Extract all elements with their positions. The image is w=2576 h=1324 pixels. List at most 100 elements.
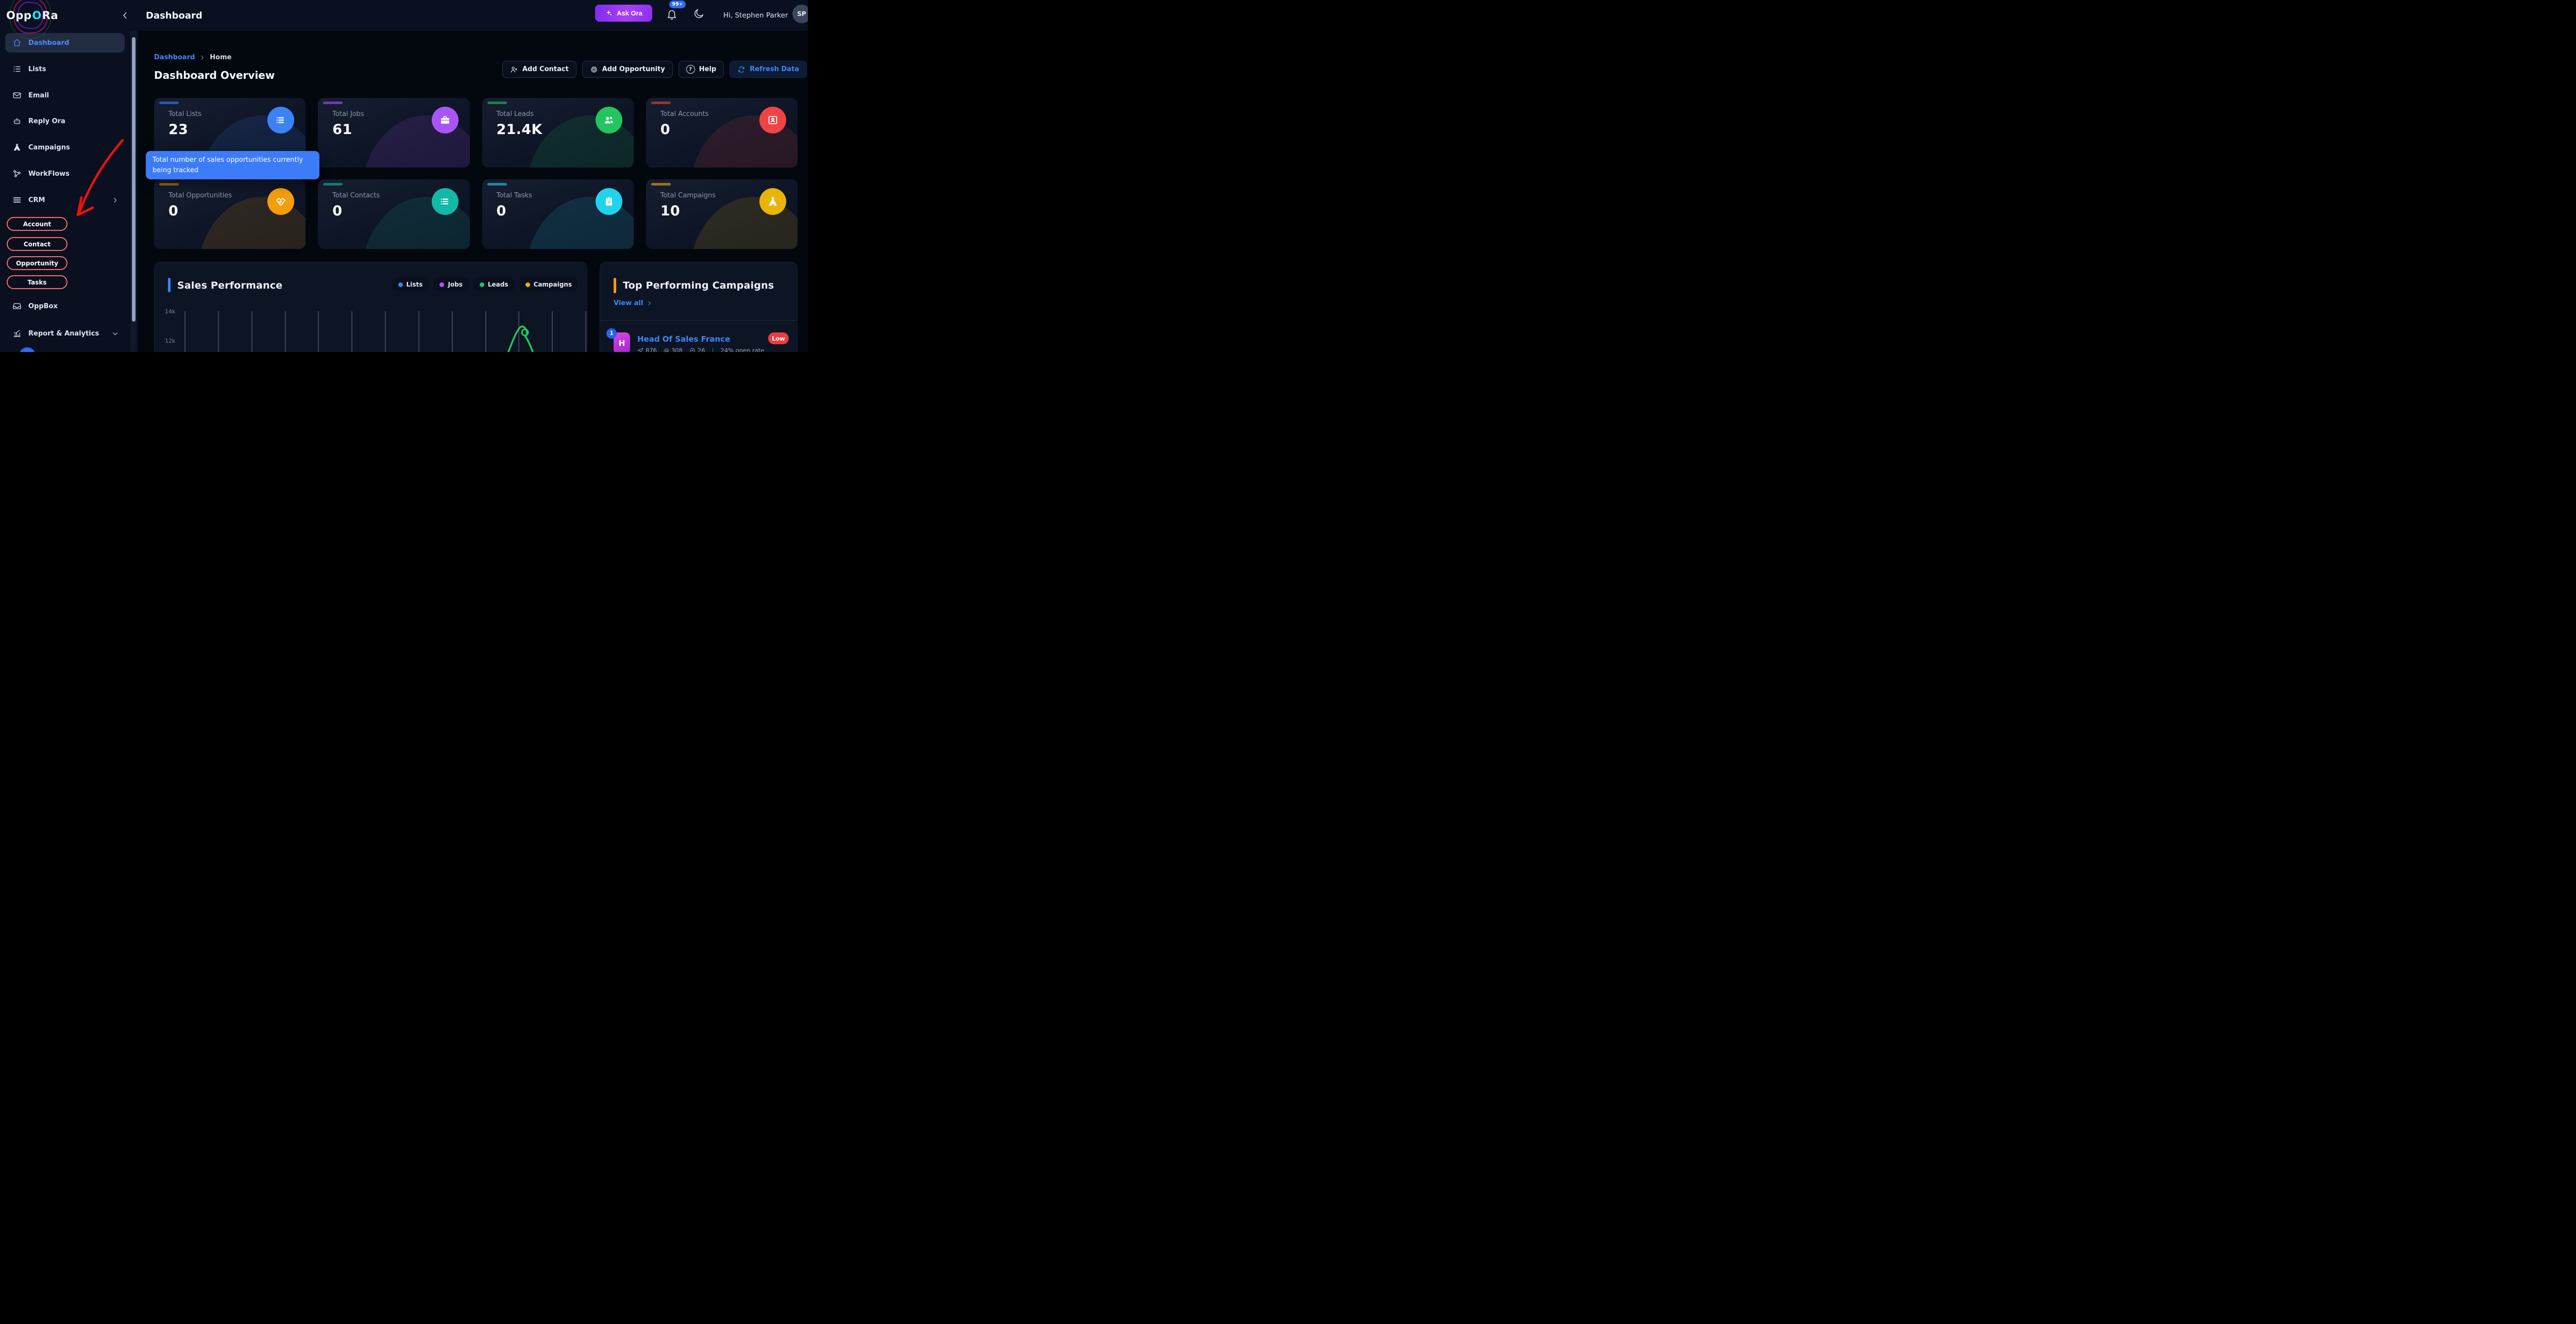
sidebar-item-label: Dashboard (28, 39, 70, 47)
stat-card-total-leads: Total Leads 21.4K (482, 98, 634, 167)
page-title: Dashboard Overview (154, 69, 275, 81)
stat-label: Total Lists (168, 110, 201, 118)
sidebar-scrollbar-thumb[interactable] (131, 37, 135, 322)
stat-card-total-opportunities: Total Opportunities 0 (154, 179, 306, 249)
sidebar-item-label: Email (28, 91, 49, 99)
sidebar: Dashboard Lists Email Reply Ora Campaign… (0, 31, 138, 352)
notifications-button[interactable] (666, 7, 679, 23)
sidebar-item-lists[interactable]: Lists (5, 60, 125, 78)
button-label: Add Opportunity (602, 65, 665, 73)
stat-card-total-accounts: Total Accounts 0 (646, 98, 798, 167)
sidebar-item-label: Lists (28, 65, 46, 73)
sidebar-collapse-button[interactable] (117, 7, 133, 24)
legend-item-lists[interactable]: Lists (392, 278, 429, 291)
legend-item-campaigns[interactable]: Campaigns (519, 278, 578, 291)
stat-label: Total Opportunities (168, 192, 232, 199)
sidebar-item-report-analytics[interactable]: Report & Analytics (5, 325, 125, 342)
stat-card-total-contacts: Total Contacts 0 (318, 179, 470, 249)
legend-dot (398, 282, 403, 287)
eye-icon (690, 348, 695, 352)
sidebar-item-workflows[interactable]: WorkFlows (5, 165, 125, 182)
refresh-data-button[interactable]: Refresh Data (730, 61, 807, 78)
list-icon (431, 188, 459, 215)
sidebar-subitem-contact[interactable]: Contact (7, 237, 67, 251)
view-all-link[interactable]: View all (614, 299, 652, 307)
button-label: Help (699, 65, 717, 73)
sent-stat: 876 (637, 347, 657, 352)
floating-button-partial[interactable] (19, 347, 36, 352)
sidebar-group-crm[interactable]: CRM (5, 191, 125, 209)
chevron-right-icon (114, 197, 117, 203)
add-opportunity-button[interactable]: Add Opportunity (582, 61, 673, 78)
sidebar-subitem-account[interactable]: Account (7, 217, 67, 231)
button-label: Add Contact (522, 65, 569, 73)
app-screen: Opp O Ra Dashboard Ask Ora 99+ Hi, Stephen… (0, 0, 808, 352)
campaign-name-link[interactable]: Head Of Sales France (637, 334, 731, 344)
list-icon (267, 107, 295, 133)
stat-value: 0 (168, 203, 179, 219)
stat-label: Total Tasks (496, 192, 532, 199)
workflow-icon (13, 170, 21, 177)
stat-value: 0 (496, 203, 506, 219)
user-greeting: Hi, Stephen Parker (723, 11, 788, 20)
stat-label: Total Campaigns (660, 192, 716, 199)
clipboard-icon (595, 188, 622, 215)
sidebar-item-reply-ora[interactable]: Reply Ora (5, 112, 125, 130)
stat-value: 23 (168, 122, 189, 138)
sidebar-item-email[interactable]: Email (5, 87, 125, 104)
briefcase-icon (431, 107, 459, 133)
campaign-status-badge: Low (768, 332, 789, 344)
logo-text-suffix: Ra (42, 9, 59, 22)
stat-label: Total Contacts (332, 192, 380, 199)
topbar-page-title: Dashboard (146, 10, 202, 21)
sidebar-item-dashboard[interactable]: Dashboard (5, 33, 125, 53)
y-axis-tick-14k: 14k (165, 308, 176, 315)
help-button[interactable]: ? Help (678, 61, 724, 78)
campaign-avatar: H (614, 332, 630, 352)
stat-label: Total Leads (496, 110, 534, 118)
sidebar-item-label: CRM (28, 196, 45, 204)
page-actions: Add Contact Add Opportunity ? Help Refre… (502, 61, 807, 78)
sidebar-item-label: OppBox (28, 302, 58, 310)
legend-item-jobs[interactable]: Jobs (433, 278, 469, 291)
legend-item-leads[interactable]: Leads (473, 278, 515, 291)
sidebar-item-label: Report & Analytics (28, 329, 99, 338)
dark-mode-toggle[interactable] (693, 8, 706, 22)
stat-value: 0 (660, 122, 670, 138)
users-icon (595, 107, 622, 133)
stat-card-total-tasks: Total Tasks 0 (482, 179, 634, 249)
analytics-icon (13, 330, 21, 337)
panel-accent-bar (614, 278, 616, 293)
sparkle-icon (606, 10, 612, 15)
stat-label: Total Accounts (660, 110, 709, 118)
send-icon (638, 348, 643, 352)
breadcrumb-dashboard-link[interactable]: Dashboard (154, 54, 195, 61)
add-contact-button[interactable]: Add Contact (502, 61, 577, 78)
logo-text-prefix: Opp (6, 9, 32, 22)
campaign-stats: 876 @ 308 26 | 24% open rate (637, 347, 764, 352)
sidebar-item-label: Reply Ora (28, 117, 65, 125)
opens-stat: @ 308 (664, 347, 683, 352)
question-mark-icon: ? (686, 65, 695, 74)
person-plus-icon (511, 66, 517, 73)
sidebar-subitem-tasks[interactable]: Tasks (7, 275, 67, 289)
sidebar-item-campaigns[interactable]: Campaigns (5, 139, 125, 156)
app-logo[interactable]: Opp O Ra (6, 0, 58, 31)
leads-data-point (521, 328, 529, 337)
mail-icon (13, 92, 21, 98)
chevron-right-icon (648, 301, 651, 306)
opportunities-tooltip: Total number of sales opportunities curr… (146, 151, 319, 179)
sales-performance-title: Sales Performance (177, 280, 283, 291)
sidebar-item-oppbox[interactable]: OppBox (5, 297, 125, 315)
notification-count-badge: 99+ (669, 1, 686, 8)
y-axis-tick-12k: 12k (165, 338, 176, 344)
refresh-icon (738, 66, 744, 73)
ask-ora-button[interactable]: Ask Ora (595, 5, 652, 22)
user-avatar[interactable]: SP (792, 5, 808, 23)
sidebar-subitem-opportunity[interactable]: Opportunity (7, 256, 67, 270)
inbox-icon (13, 303, 21, 309)
tent-icon (759, 188, 786, 215)
robot-icon (14, 118, 20, 124)
stat-cards-row-2: Total Opportunities 0 Total Contacts 0 T… (154, 179, 798, 249)
top-campaigns-panel: Top Performing Campaigns View all 1 H He… (600, 262, 798, 352)
